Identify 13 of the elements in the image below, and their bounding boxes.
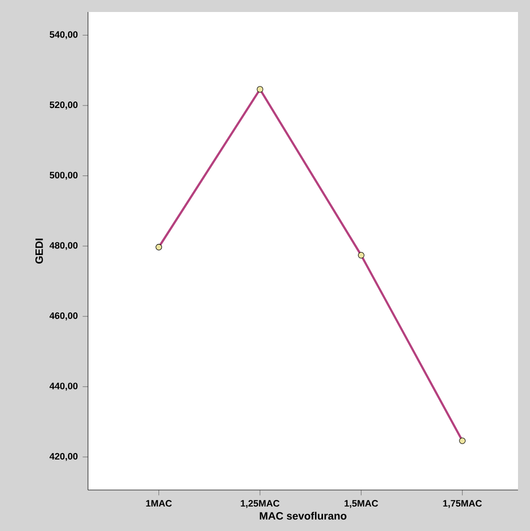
y-axis-title: GEDI <box>35 238 43 264</box>
x-tick-label: 1,75MAC <box>443 500 482 508</box>
y-tick-label: 520,00 <box>50 102 78 110</box>
y-tick-label: 480,00 <box>50 242 78 250</box>
y-tick-label: 540,00 <box>50 31 78 40</box>
x-tick-label: 1,25MAC <box>240 500 280 508</box>
y-tick-label: 440,00 <box>50 382 78 391</box>
y-tick-label: 500,00 <box>50 172 78 180</box>
x-axis-title: MAC sevoflurano <box>260 512 346 520</box>
x-tick-label: 1MAC <box>146 500 172 507</box>
x-tick-label: 1,5MAC <box>344 500 378 508</box>
y-tick-label: 460,00 <box>50 312 78 320</box>
y-tick-label: 420,00 <box>50 452 78 461</box>
